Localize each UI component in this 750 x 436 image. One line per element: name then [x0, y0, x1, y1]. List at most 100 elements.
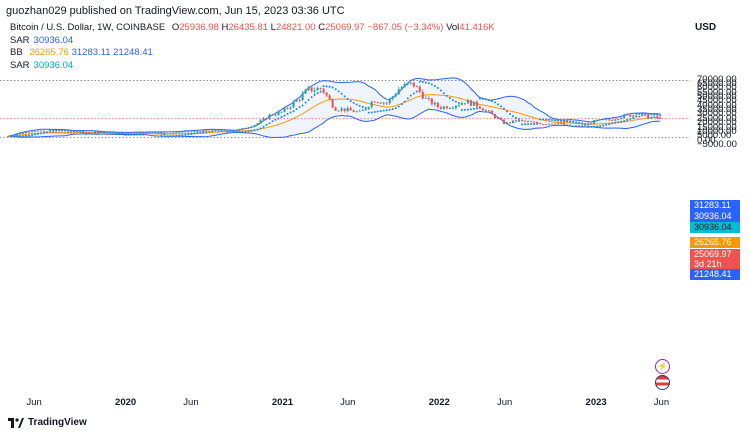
sar-dot: [187, 133, 190, 136]
sar-dot: [463, 108, 466, 111]
currency-label[interactable]: USD: [695, 22, 717, 33]
candle-body: [244, 128, 247, 129]
price-tick-label: 10000.00: [697, 125, 737, 137]
sar-dot: [436, 87, 439, 90]
sar-dot: [358, 104, 361, 107]
symbol-title[interactable]: Bitcoin / U.S. Dollar, 1W, COINBASE: [10, 22, 166, 33]
candle-body: [37, 130, 40, 132]
sar-dot: [581, 122, 584, 125]
candle-body: [554, 123, 557, 125]
sar-dot: [397, 105, 400, 108]
candle-body: [376, 102, 379, 103]
candle-body: [475, 101, 478, 107]
us-flag-event-icon[interactable]: [655, 375, 670, 390]
sar-dot: [373, 111, 376, 114]
candle-body: [325, 92, 328, 96]
legend: Bitcoin / U.S. Dollar, 1W, COINBASE O259…: [10, 22, 495, 72]
candle-body: [15, 134, 19, 136]
ohlc-high: H26435.81: [221, 22, 269, 33]
sar-dot: [545, 118, 548, 121]
sar-dot: [659, 114, 662, 117]
sar-dot: [106, 131, 109, 134]
sar-dot: [617, 121, 620, 124]
sar-dot: [304, 101, 307, 104]
brand-footer[interactable]: TradingView: [8, 417, 87, 428]
brand-name: TradingView: [28, 417, 87, 428]
sar-dot: [602, 124, 605, 127]
candle-body: [18, 133, 22, 135]
candle-body: [493, 114, 497, 119]
candle-body: [352, 110, 355, 113]
candle-body: [64, 132, 67, 134]
time-tick-label: Jun: [496, 397, 513, 408]
price-chart[interactable]: [0, 0, 690, 436]
legend-sar-row[interactable]: SAR 30936.04: [10, 34, 74, 46]
candle-body: [445, 106, 448, 109]
legend-sar2-row[interactable]: SAR 30936.04: [10, 59, 74, 71]
sar-dot: [478, 97, 481, 100]
candle-body: [442, 106, 445, 109]
candle-body: [439, 107, 442, 109]
candle-body: [406, 83, 409, 85]
candle-body: [256, 123, 259, 126]
sar-dot: [52, 129, 55, 132]
sar-dot: [611, 122, 614, 125]
sar-dot: [415, 90, 418, 93]
sar-dot: [632, 117, 635, 120]
candle-body: [460, 103, 463, 105]
sar-dot: [43, 131, 46, 134]
legend-bb-row[interactable]: BB 26265.76 31283.11 21248.41: [10, 47, 153, 58]
tag-countdown: 3d 21h: [690, 259, 740, 270]
sar-dot: [521, 123, 524, 126]
candle-body: [346, 107, 349, 112]
candle-body: [262, 117, 265, 121]
sar-dot: [457, 101, 460, 104]
candle-body: [520, 120, 524, 121]
sar-dot: [283, 114, 286, 117]
candle-body: [142, 132, 145, 134]
sar-dot: [265, 123, 268, 126]
sar-dot: [232, 129, 235, 132]
sar-dot: [445, 94, 448, 97]
candle-body: [214, 130, 217, 132]
sar-dot: [496, 103, 499, 106]
candle-body: [205, 130, 208, 132]
sar-dot: [542, 118, 545, 121]
sar-dot: [391, 108, 394, 111]
sar-dot: [466, 108, 469, 111]
bb-upper-value: 31283.11: [71, 47, 111, 58]
candle-body: [545, 124, 548, 125]
sar-dot: [331, 86, 334, 89]
candle-body: [322, 88, 325, 93]
lightning-event-icon[interactable]: ⚡: [655, 359, 670, 374]
sar-dot: [328, 85, 331, 88]
candle-body: [34, 131, 37, 132]
candle-body: [24, 132, 28, 134]
candle-body: [43, 130, 46, 132]
candle-body: [578, 125, 581, 127]
time-tick-label: Jun: [653, 397, 670, 408]
candle-body: [602, 119, 605, 121]
sar-dot: [508, 113, 511, 116]
candle-body: [118, 133, 121, 135]
sar-dot: [160, 132, 163, 135]
candle-body: [238, 129, 241, 131]
sar-dot: [656, 113, 659, 116]
candle-body: [575, 125, 578, 127]
candle-body: [334, 107, 337, 111]
sar-dot: [469, 108, 472, 111]
candle-body: [629, 114, 632, 117]
price-tick-label: 20000.00: [697, 117, 737, 129]
candle-body: [235, 130, 238, 132]
sar-dot: [325, 85, 328, 88]
candle-body: [181, 131, 184, 133]
sar-dot: [566, 120, 569, 123]
sar-dot: [61, 129, 64, 132]
candle-body: [127, 132, 130, 134]
candle-body: [581, 125, 584, 127]
candle-body: [427, 97, 430, 99]
candle-body: [220, 130, 223, 132]
sar-dot: [596, 125, 599, 128]
sar-dot: [40, 132, 43, 135]
candle-body: [566, 124, 569, 126]
